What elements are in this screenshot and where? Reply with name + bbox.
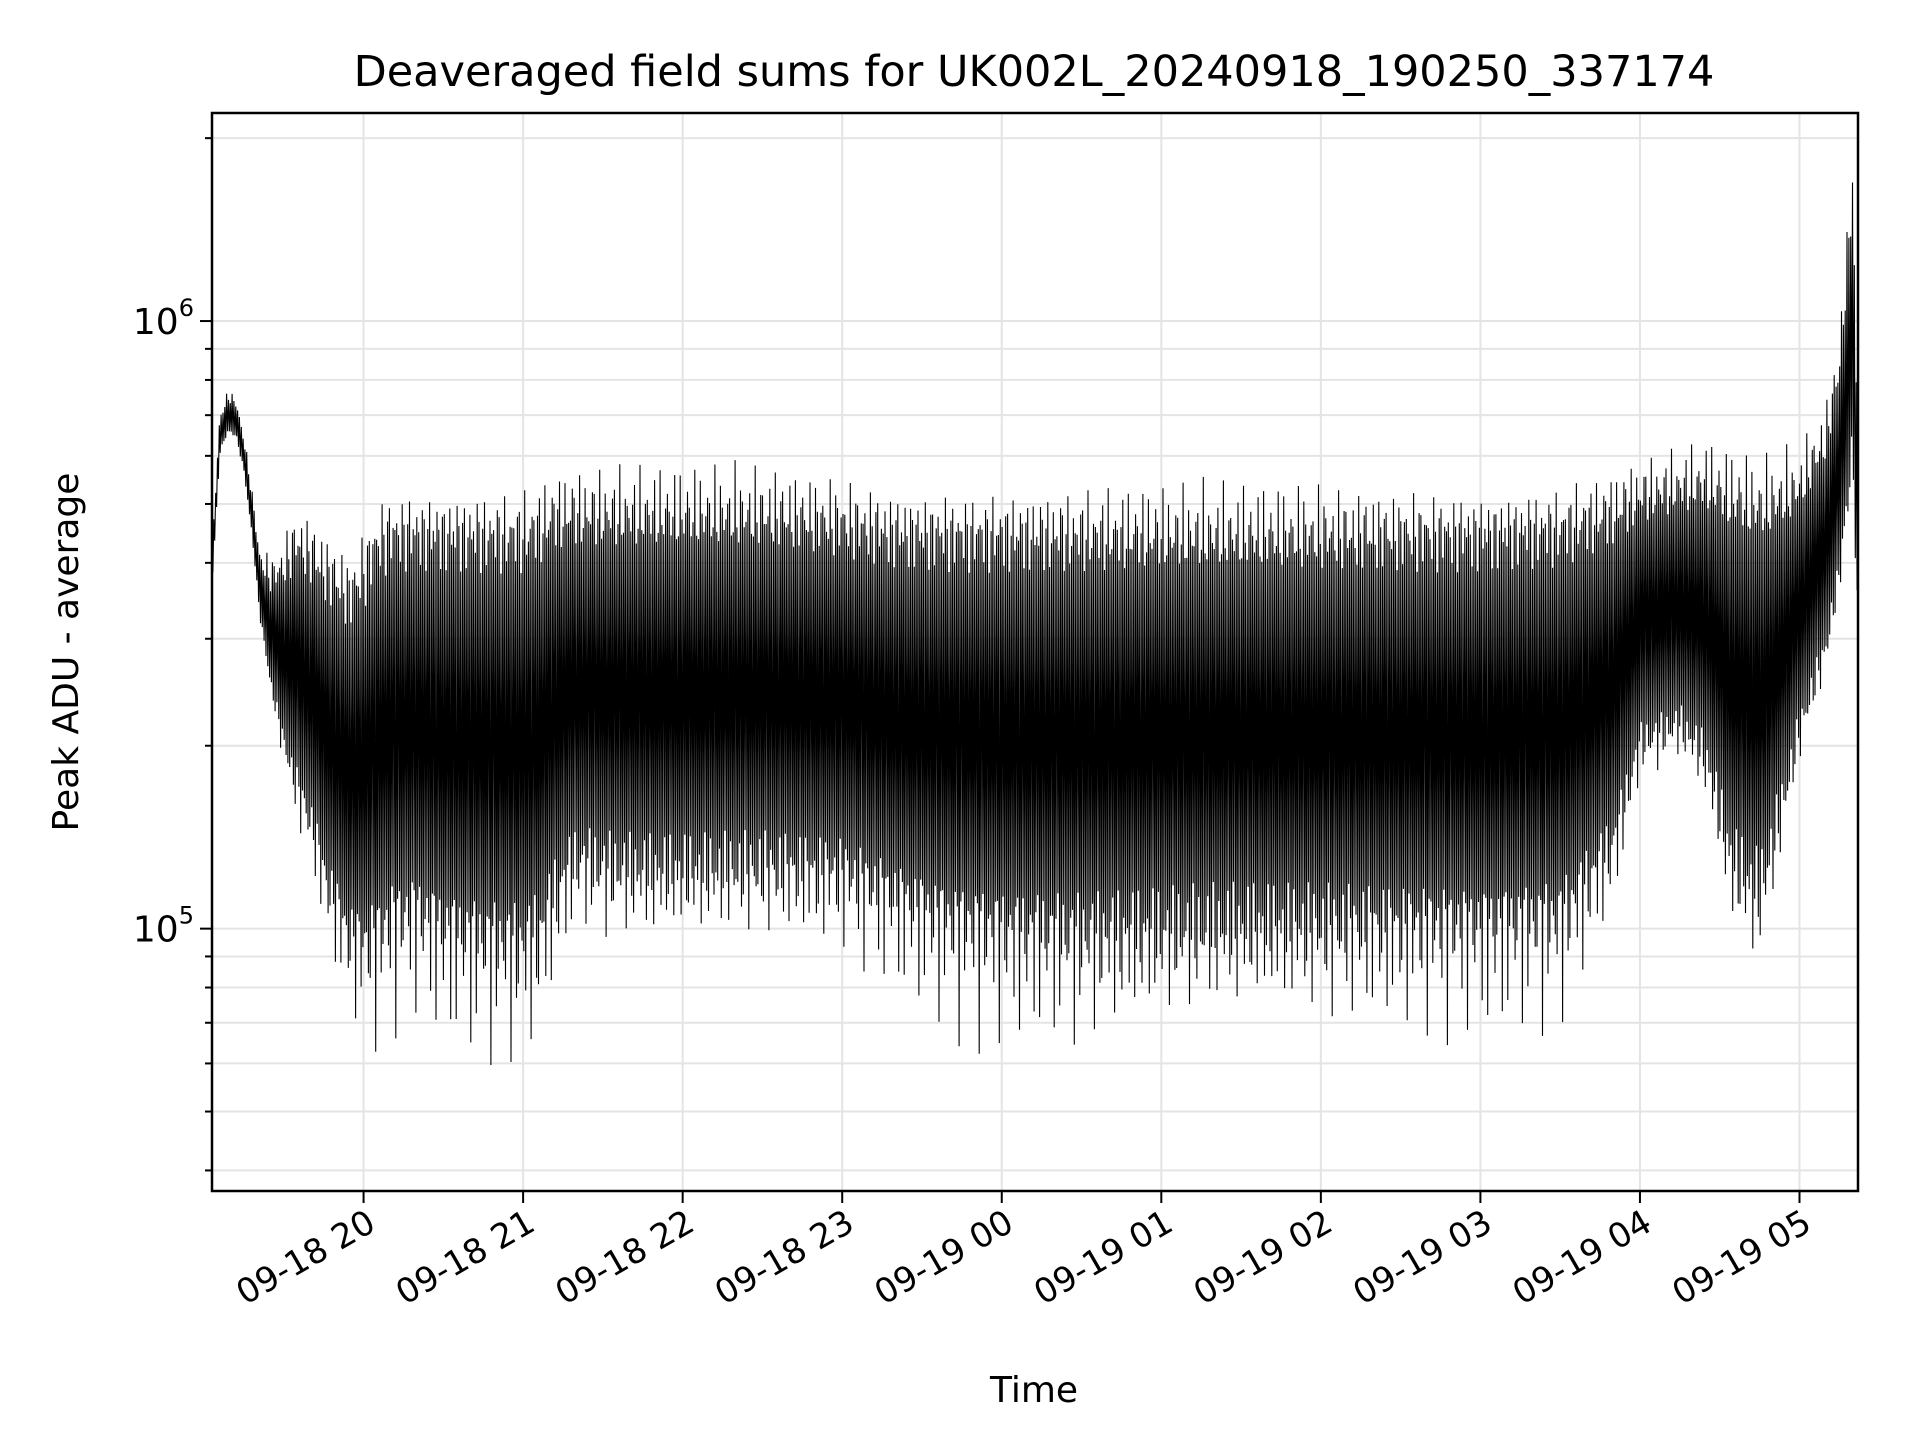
y-tick-label: 106 (133, 294, 194, 343)
y-axis-ticks: 105 106 (133, 137, 212, 1172)
y-axis-label: Peak ADU - average (46, 473, 87, 832)
plot-frame (210, 111, 1860, 1193)
y-tick-label: 105 (133, 902, 194, 951)
series-line (211, 182, 1859, 1066)
series-group (211, 182, 1859, 1066)
chart-title: Deaveraged field sums for UK002L_2024091… (354, 47, 1715, 97)
x-axis-label: Time (989, 1370, 1078, 1411)
